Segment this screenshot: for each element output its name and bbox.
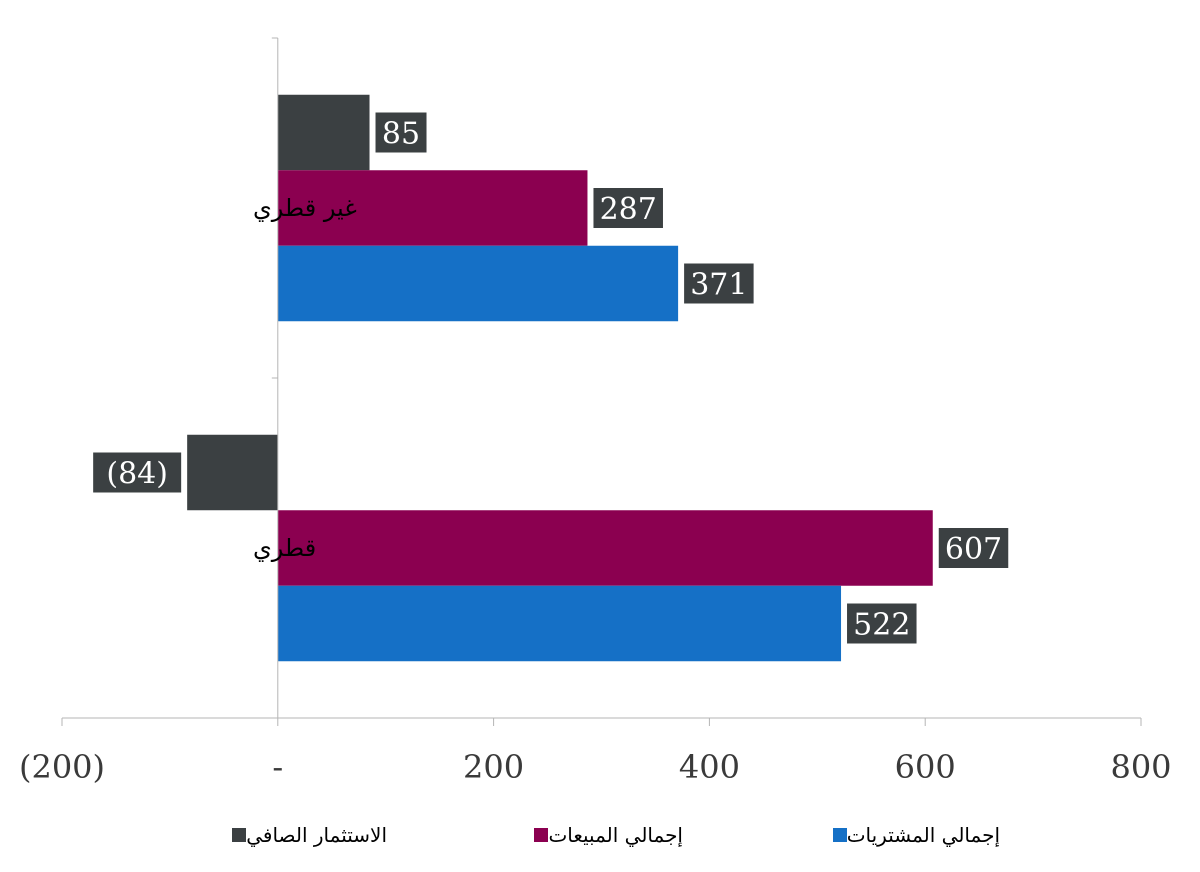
x-tick-label: 600	[895, 748, 956, 786]
data-label: 607	[945, 532, 1002, 567]
category-label: قطري	[253, 534, 316, 562]
legend-item-2: إجمالي المبيعات	[526, 815, 683, 855]
x-tick-label: 800	[1110, 748, 1171, 786]
legend-swatch	[832, 828, 847, 842]
data-label-box	[93, 452, 182, 493]
legend-label: الاستثمار الصافي	[246, 823, 387, 847]
bar-1-1	[277, 94, 370, 171]
legend-label: إجمالي المبيعات	[548, 823, 683, 847]
bar-3-1	[277, 245, 679, 322]
legend-item-1: الاستثمار الصافي	[224, 815, 387, 855]
data-label-box	[593, 188, 663, 228]
data-label-box	[847, 603, 917, 644]
bar-2-2	[277, 510, 933, 586]
x-tick-label: (200)	[19, 748, 105, 786]
x-tick-label: 200	[463, 748, 524, 786]
data-label: 85	[382, 117, 420, 152]
legend-swatch	[534, 828, 549, 842]
data-label: 371	[690, 268, 747, 303]
legend: الاستثمار الصافي إجمالي المبيعات إجمالي ال…	[0, 815, 1200, 855]
bar-3-2	[277, 585, 842, 662]
bar-1-2	[187, 434, 278, 511]
bars	[187, 94, 933, 662]
legend-swatch	[232, 828, 247, 842]
x-tick-label: 400	[679, 748, 740, 786]
data-label-box	[938, 528, 1009, 568]
bar-2-1	[277, 170, 588, 246]
axes: (200) - 200 400 600 800	[19, 37, 1172, 786]
data-label-box	[684, 263, 754, 304]
data-label: 522	[853, 608, 910, 643]
category-label: غير قطري	[253, 194, 357, 222]
x-tick-label: -	[272, 748, 283, 786]
labels: 85 287 371 غير قطري (84) 607 522 قطري	[93, 112, 1009, 644]
legend-item-3: إجمالي المشتريات	[825, 815, 1000, 855]
legend-label: إجمالي المشتريات	[846, 823, 1000, 847]
data-label: (84)	[106, 457, 168, 492]
data-label: 287	[600, 192, 657, 227]
data-label-box	[375, 112, 427, 153]
